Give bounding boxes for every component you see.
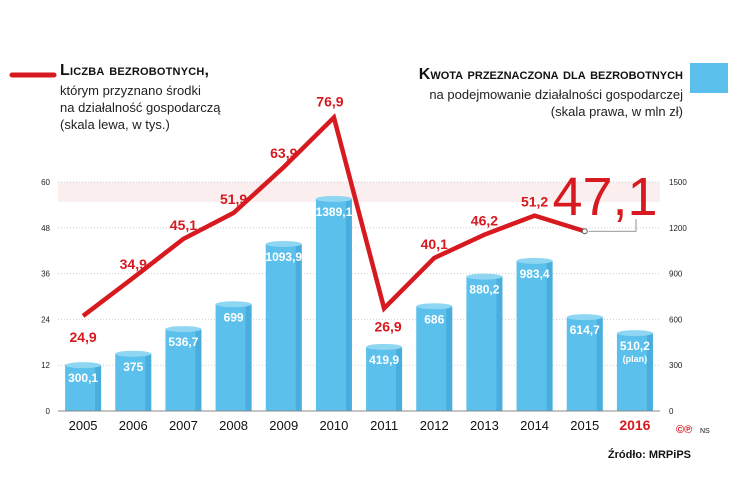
bar-shade [295,243,302,411]
line-value-label: 51,9 [220,191,247,207]
bar-value-label: 686 [424,312,444,326]
line-value-label: 26,9 [374,318,401,334]
bar-top [566,314,603,321]
line-value-label: 40,1 [421,236,448,252]
bar-value-label: 300,1 [68,371,98,385]
bar-value-label: 699 [224,310,244,324]
bar-value-label: 1093,9 [265,250,302,264]
bar-note-label: (plan) [623,354,648,364]
line-value-label: 34,9 [120,256,147,272]
bar-top [366,343,403,350]
bar-value-label: 510,2 [620,339,650,353]
x-axis-tick: 2008 [219,418,248,433]
x-axis-tick: 2006 [119,418,148,433]
left-axis-tick: 0 [46,407,51,416]
bar-value-label: 536,7 [168,335,198,349]
left-axis-tick: 12 [41,361,50,370]
x-axis-tick: 2012 [420,418,449,433]
line-value-label: 46,2 [471,213,498,229]
copyright-mark: ©℗ [676,424,693,436]
bar-shade [345,198,352,411]
copyright-initials: NS [700,428,710,435]
bar-shade [646,333,653,411]
x-axis-tick: 2005 [69,418,98,433]
bar-shade [245,304,252,411]
top-band [58,182,660,202]
right-axis-tick: 0 [669,407,674,416]
bar-value-label: 375 [123,360,143,374]
left-axis-tick: 60 [41,178,50,187]
line-value-label: 76,9 [316,93,343,109]
right-axis-tick: 300 [669,361,683,370]
bar-legend-title: Kwota przeznaczona dla bezrobotnych [418,66,683,83]
bar-top [165,326,202,333]
x-axis-tick: 2015 [570,418,599,433]
callout-leader [588,219,637,232]
bar-value-label: 614,7 [570,323,600,337]
bar-shade [446,306,453,411]
left-axis-tick: 24 [41,315,50,324]
line-value-label: 51,2 [521,194,548,210]
line-end-marker [581,228,588,235]
bar-shade [546,260,553,411]
bar-shade [95,365,102,411]
x-axis-tick: 2007 [169,418,198,433]
x-axis-tick: 2010 [319,418,348,433]
bar-value-label: 1389,1 [316,205,353,219]
bar-top [616,330,653,337]
right-axis-tick: 900 [669,270,683,279]
left-axis-tick: 48 [41,224,50,233]
right-axis-tick: 1500 [669,178,687,187]
x-axis-tick: 2011 [370,418,398,433]
bar-top [65,362,102,369]
line-series [81,113,586,318]
line-value-label: 45,1 [170,217,197,233]
x-axis-tick: 2009 [269,418,298,433]
bar-value-label: 983,4 [520,267,550,281]
bar-top [115,350,152,357]
bar-shade [496,276,503,411]
line-legend-description: którym przyznano środki na działalność g… [60,83,221,132]
bar-value-label: 880,2 [469,283,499,297]
bar-shade [596,317,603,411]
x-axis-tick: 2013 [470,418,499,433]
bar-shade [396,346,403,411]
bar-top [416,303,453,310]
bar-legend-description: na podejmowanie działalności gospodarcze… [429,87,683,119]
x-axis-tick: 2014 [520,418,549,433]
left-axis-tick: 36 [41,270,50,279]
line-value-callout: 47,1 [552,167,657,227]
x-axis-tick: 2016 [619,417,650,433]
bar-top [315,195,352,202]
bar-top [466,273,503,280]
bar-shade [145,353,152,411]
bar-shade [195,329,202,411]
bar-value-label: 419,9 [369,353,399,367]
bar-top [265,240,302,247]
line-value-label: 63,9 [270,145,297,161]
bar-legend-swatch [690,63,728,93]
bar-top [516,257,553,264]
right-axis-tick: 600 [669,315,683,324]
right-axis-tick: 1200 [669,224,687,233]
line-legend-title: Liczba bezrobotnych, [60,62,210,79]
line-value-label: 24,9 [69,329,96,345]
bar-top [215,301,252,308]
source-note: Źródło: MRPiPS [607,449,691,461]
